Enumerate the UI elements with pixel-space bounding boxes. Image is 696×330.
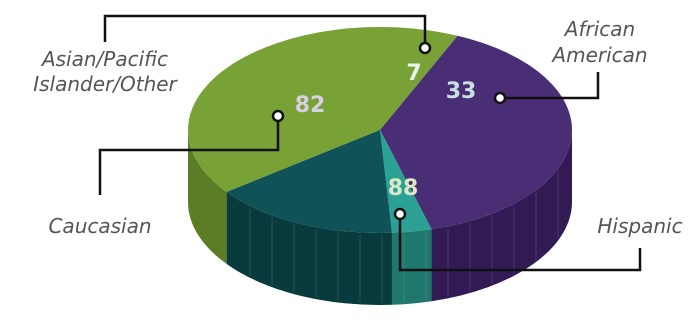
slice-caucasian (380, 35, 572, 230)
slice-side-african-american (226, 191, 392, 305)
slice-side-caucasian (431, 130, 572, 302)
category-label-hispanic: Hispanic (597, 214, 682, 238)
leader-line-caucasian (98, 116, 280, 195)
leader-line-asian (103, 14, 427, 46)
category-label-caucasian: Caucasian (48, 214, 151, 238)
category-label-asian-line1: Asian/Pacific (40, 47, 168, 71)
value-label-asian: 7 (406, 61, 421, 86)
leader-line-hispanic (398, 214, 642, 272)
leader-dot-asian (418, 41, 432, 55)
leader-dot-caucasian (271, 109, 285, 123)
leader-line-african-american (500, 72, 600, 100)
category-label-asian-line2: Islander/Other (33, 72, 178, 96)
leader-dot-african-american (493, 91, 507, 105)
category-label-african-line1: African (563, 17, 635, 41)
value-label-caucasian: 82 (295, 93, 326, 118)
slice-side-asian-pacific-islander-other (391, 229, 432, 305)
slice-african-american (226, 130, 392, 233)
slice-side-hispanic (188, 130, 227, 264)
value-label-hispanic: 88 (388, 176, 419, 201)
value-label-african-american: 33 (446, 79, 477, 104)
category-label-african-line2: American (550, 43, 647, 67)
leader-dot-hispanic (393, 207, 407, 221)
slice-asian-pacific-islander-other (380, 130, 432, 233)
